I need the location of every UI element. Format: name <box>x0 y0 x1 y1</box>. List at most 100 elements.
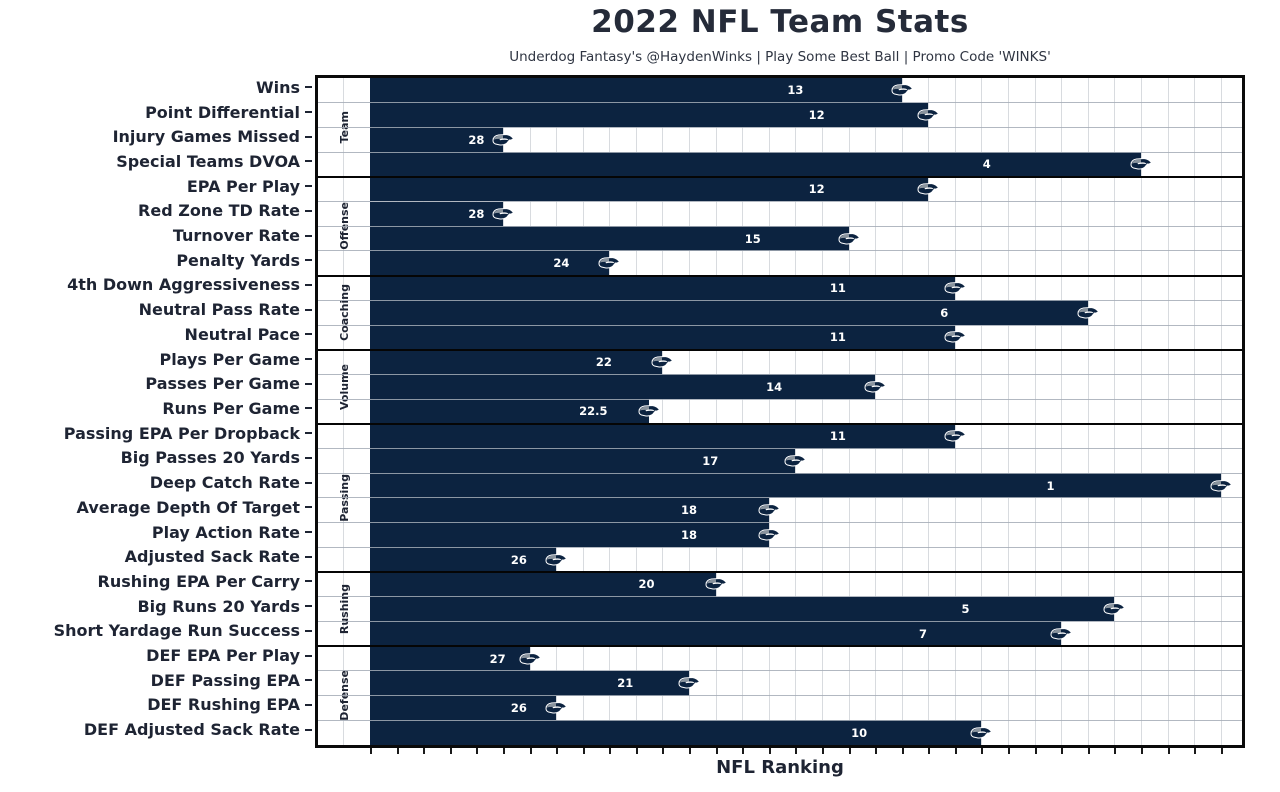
bar-row: 26 <box>370 547 1242 573</box>
bar: 22.5 <box>370 399 661 424</box>
row-label-text: Passing EPA Per Dropback <box>63 423 300 443</box>
seahawks-logo-icon <box>638 405 661 418</box>
bar-end-logo <box>638 405 661 418</box>
x-axis-tick <box>1220 748 1223 754</box>
bar-value-label: 13 <box>787 83 804 98</box>
bar-value-label: 10 <box>851 725 868 740</box>
bar-value-label: 12 <box>808 108 825 123</box>
bar-value-label: 28 <box>468 132 485 147</box>
x-axis-tick <box>1061 748 1064 754</box>
group-box: Volume <box>318 350 370 424</box>
row-label: Red Zone TD Rate <box>0 199 315 224</box>
row-label: DEF Adjusted Sack Rate <box>0 717 315 742</box>
group-separator <box>318 571 1242 574</box>
row-label: Point Differential <box>0 100 315 125</box>
bar: 18 <box>370 497 781 523</box>
seahawks-logo-icon <box>891 84 913 96</box>
bar-value-label: 18 <box>681 528 698 542</box>
bar-end-logo <box>518 652 541 665</box>
seahawks-logo-icon <box>838 232 860 245</box>
bar-value-label: 12 <box>808 182 825 197</box>
seahawks-logo-icon <box>545 701 568 714</box>
row-label: DEF Passing EPA <box>0 668 315 693</box>
gridline-horizontal <box>318 546 1242 548</box>
bar-row: 27 <box>370 646 1242 671</box>
bar-row: 6 <box>370 300 1242 326</box>
gridline-vertical <box>343 78 345 745</box>
y-tick <box>305 308 312 311</box>
bar-end-logo <box>1103 603 1126 616</box>
bar-value-label: 14 <box>766 379 783 394</box>
bar: 11 <box>370 275 967 301</box>
bar-value-label: 28 <box>468 206 485 221</box>
y-tick <box>305 506 312 509</box>
seahawks-logo-icon <box>917 109 940 121</box>
bar-value-label: 17 <box>702 453 719 468</box>
seahawks-logo-icon <box>1103 603 1126 615</box>
bar-end-logo <box>758 504 781 517</box>
gridline-vertical <box>742 78 744 745</box>
seahawks-logo-icon <box>1077 306 1100 319</box>
row-label-text: Neutral Pace <box>184 324 300 344</box>
gridline-vertical <box>1194 78 1196 745</box>
bar-end-logo <box>1077 306 1100 319</box>
bar-value-label: 4 <box>982 157 991 172</box>
bar-value-label: 26 <box>510 700 527 715</box>
row-label-text: Turnover Rate <box>172 226 300 246</box>
seahawks-logo-icon <box>970 726 993 739</box>
seahawks-logo-icon <box>598 257 621 269</box>
bar: 26 <box>370 695 568 721</box>
row-label-text: DEF Adjusted Sack Rate <box>83 720 300 740</box>
gridline-vertical <box>689 78 691 745</box>
bar-value-label: 22 <box>595 355 612 370</box>
x-axis-tick <box>1194 748 1197 754</box>
x-axis-tick <box>529 748 532 754</box>
seahawks-logo-icon <box>492 133 515 146</box>
bar-value-label: 11 <box>829 280 846 295</box>
row-label: Passes Per Game <box>0 371 315 396</box>
x-axis-label: NFL Ranking <box>716 757 844 778</box>
group-label: Coaching <box>337 284 351 342</box>
x-axis-tick <box>582 748 585 754</box>
bar-end-logo <box>1050 627 1073 640</box>
bar: 1 <box>370 473 1232 498</box>
bar-value-label: 6 <box>940 305 949 320</box>
seahawks-logo-icon <box>651 356 674 368</box>
y-tick <box>305 432 312 435</box>
row-label-text: Big Passes 20 Yards <box>120 448 300 468</box>
seahawks-logo-icon <box>944 281 967 294</box>
bar: 21 <box>370 670 701 696</box>
row-label-text: Big Runs 20 Yards <box>137 596 300 616</box>
x-axis-tick <box>1167 748 1170 754</box>
y-tick <box>305 333 312 336</box>
seahawks-logo-icon <box>864 380 887 393</box>
x-axis-tick <box>1140 748 1143 754</box>
y-tick <box>305 580 312 583</box>
x-axis-tick <box>370 748 372 754</box>
gridline-vertical <box>1008 78 1010 745</box>
gridline-horizontal <box>318 398 1242 400</box>
gridline-horizontal <box>318 695 1242 697</box>
gridline-horizontal <box>318 719 1242 721</box>
bar: 27 <box>370 646 541 671</box>
gridline-horizontal <box>318 102 1242 104</box>
group-label: Rushing <box>337 584 351 635</box>
bar-end-logo <box>917 183 940 196</box>
gridline-vertical <box>715 78 717 745</box>
bar-end-logo <box>705 578 727 591</box>
x-axis-tick <box>556 748 559 754</box>
bar: 13 <box>370 78 913 103</box>
row-label-text: Average Depth Of Target <box>76 497 300 517</box>
y-tick <box>305 209 312 212</box>
row-label-text: Penalty Yards <box>176 250 300 270</box>
gridline-horizontal <box>318 620 1242 622</box>
bar-end-logo <box>838 232 860 245</box>
y-tick <box>305 382 312 385</box>
seahawks-logo-icon <box>758 504 781 516</box>
bar-end-logo <box>944 331 967 344</box>
gridline-vertical <box>821 78 823 745</box>
bar-row: 12 <box>370 176 1242 202</box>
bar-value-label: 15 <box>744 231 761 246</box>
gridline-vertical <box>1061 78 1063 745</box>
row-label-text: Plays Per Game <box>159 349 300 369</box>
